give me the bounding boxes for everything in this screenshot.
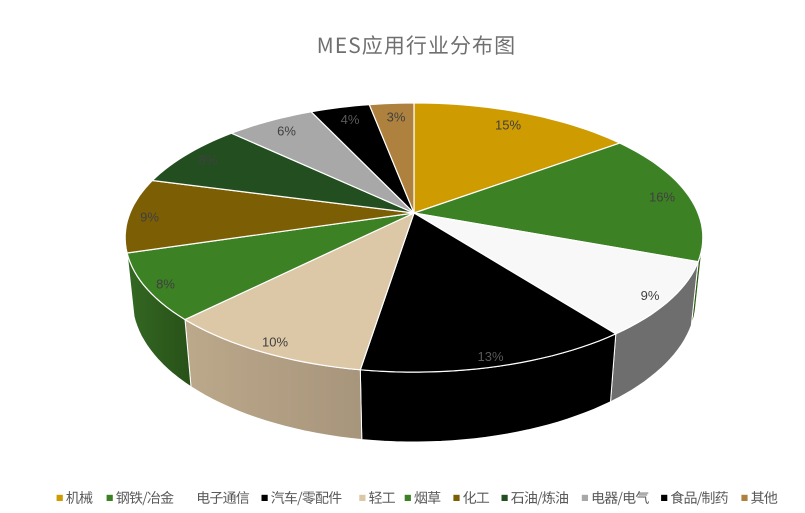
svg-text:13%: 13%: [477, 349, 503, 364]
svg-text:4%: 4%: [341, 112, 360, 127]
svg-text:9%: 9%: [140, 210, 159, 225]
svg-text:3%: 3%: [387, 110, 406, 125]
svg-text:8%: 8%: [199, 153, 218, 168]
svg-text:6%: 6%: [277, 124, 296, 139]
svg-text:16%: 16%: [649, 190, 675, 205]
svg-text:9%: 9%: [641, 288, 660, 303]
svg-text:15%: 15%: [495, 118, 521, 133]
svg-text:10%: 10%: [262, 335, 288, 350]
svg-text:8%: 8%: [156, 277, 175, 292]
